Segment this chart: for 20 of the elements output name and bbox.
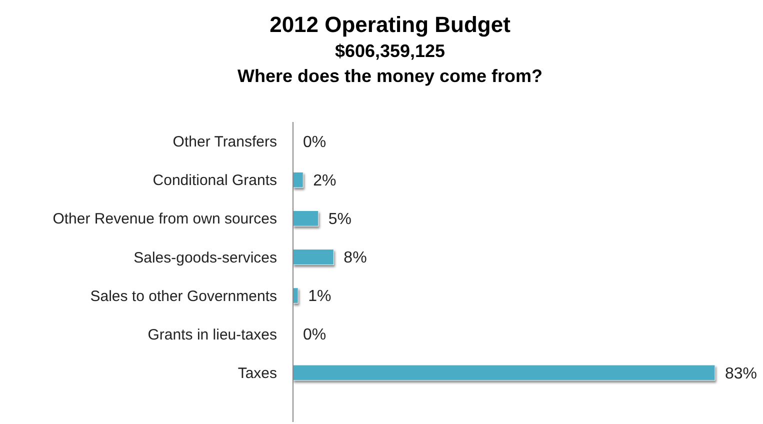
y-tick-label: Other Revenue from own sources — [52, 210, 277, 228]
y-tick-label: Taxes — [238, 364, 277, 382]
y-tick-label: Sales-goods-services — [134, 249, 277, 266]
bar — [292, 172, 304, 188]
data-label: 0% — [303, 134, 326, 151]
data-label: 8% — [344, 250, 367, 267]
data-label: 2% — [313, 172, 336, 190]
y-tick-label: Conditional Grants — [152, 172, 277, 190]
y-tick-label: Grants in lieu-taxes — [148, 326, 277, 344]
data-label: 0% — [303, 326, 326, 344]
y-tick-label: Sales to other Governments — [90, 288, 277, 305]
bar — [292, 210, 319, 226]
data-label: 83% — [725, 365, 758, 382]
bar — [292, 288, 298, 304]
bar — [292, 364, 716, 381]
data-label: 1% — [308, 288, 332, 306]
bar — [292, 249, 334, 265]
chart-title: 2012 Operating Budget $606,359,125 Where does the money come from? — [237, 12, 543, 86]
y-tick-label: Other Transfers — [172, 134, 277, 151]
data-label: 5% — [328, 211, 352, 228]
